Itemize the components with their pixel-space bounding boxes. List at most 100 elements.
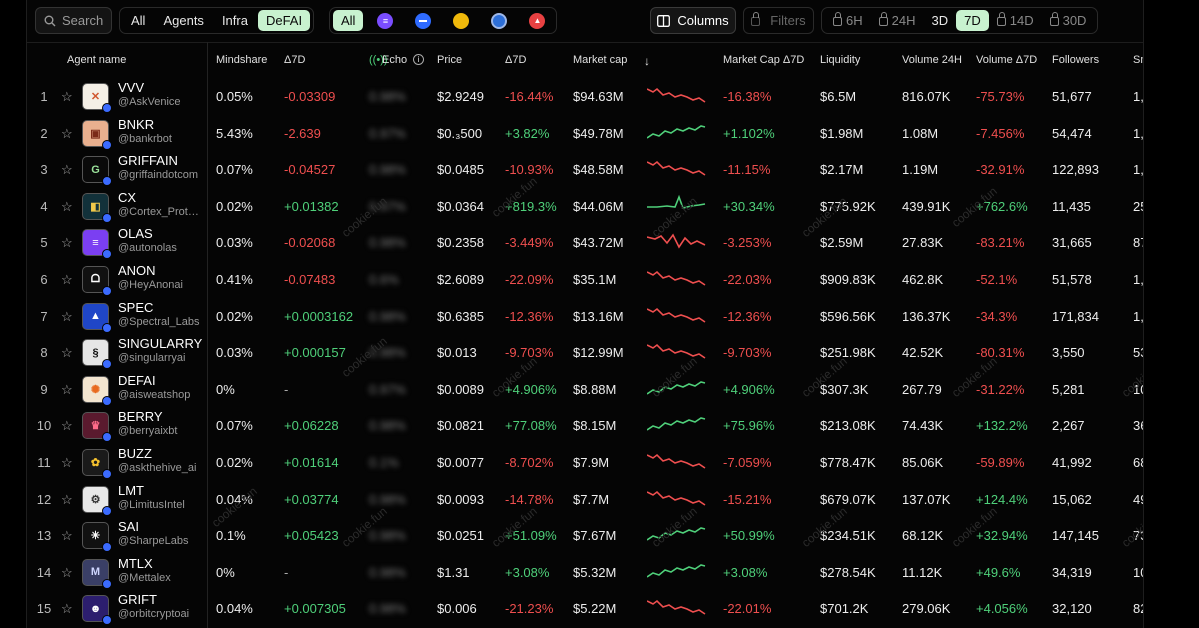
agent-name[interactable]: DEFAI — [118, 372, 156, 388]
timeframe-7d[interactable]: 7D — [956, 10, 989, 31]
table-row[interactable]: 10 ☆ ♛ BERRY @berryaixbt 0.07% +0.06228 … — [27, 407, 1143, 444]
table-row[interactable]: 15 ☆ ☻ GRIFT @orbitcryptoai 0.04% +0.007… — [27, 590, 1143, 627]
table-row[interactable]: 7 ☆ ▲ SPEC @Spectral_Labs 0.02% +0.00031… — [27, 298, 1143, 335]
agent-name[interactable]: SAI — [118, 519, 139, 535]
star-icon[interactable]: ☆ — [61, 418, 73, 434]
table-row[interactable]: 5 ☆ ≡ OLAS @autonolas 0.03% -0.02068 0.9… — [27, 224, 1143, 261]
chain-ethereum-button[interactable]: ≡ — [369, 10, 401, 31]
col-echo[interactable]: Echo — [382, 54, 408, 66]
avatar: ᗝ — [82, 266, 112, 296]
chain-badge-icon — [102, 615, 112, 626]
table-row[interactable]: 1 ☆ ✕ VVV @AskVenice 0.05% -0.03309 0.98… — [27, 78, 1143, 115]
col-agent-name[interactable]: Agent name — [67, 54, 127, 66]
star-icon[interactable]: ☆ — [61, 455, 73, 470]
col-liquidity[interactable]: Liquidity — [820, 54, 861, 66]
avatar: ▲ — [82, 302, 112, 333]
col-mindshare[interactable]: Mindshare — [216, 54, 268, 66]
agent-handle[interactable]: @Spectral_Labs — [118, 315, 200, 328]
star-icon[interactable]: ☆ — [61, 381, 73, 397]
star-icon[interactable]: ☆ — [61, 198, 73, 214]
tab-all[interactable]: All — [131, 13, 146, 28]
agent-handle[interactable]: @autonolas — [118, 242, 177, 255]
agent-handle[interactable]: @Mettalex — [118, 571, 171, 584]
col-volume-delta[interactable]: Volume Δ7D — [976, 54, 1038, 66]
timeframe-30d[interactable]: 30D — [1042, 10, 1095, 31]
col-market-cap[interactable]: Market cap — [573, 54, 628, 66]
agent-handle[interactable]: @aisweatshop — [118, 388, 191, 401]
star-icon[interactable]: ☆ — [61, 162, 73, 178]
star-icon[interactable]: ☆ — [61, 491, 73, 507]
chain-avalanche-button[interactable]: ▲ — [521, 10, 553, 31]
table-row[interactable]: 12 ☆ ⚙ LMT @LimitusIntel 0.04% +0.03774 … — [27, 481, 1143, 518]
agent-handle[interactable]: @Cortex_Protocol — [118, 205, 202, 218]
agent-handle[interactable]: @griffaindotcom — [118, 169, 199, 182]
agent-handle[interactable]: @askthehive_ai — [118, 462, 197, 474]
tab-infra[interactable]: Infra — [221, 13, 248, 28]
agent-name[interactable]: GRIFT — [118, 592, 157, 608]
mindshare-delta: +0.01382 — [284, 198, 339, 214]
star-icon[interactable]: ☆ — [61, 564, 73, 580]
star-icon[interactable]: ☆ — [61, 235, 73, 251]
agent-name[interactable]: SPEC — [118, 299, 154, 315]
agent-name[interactable]: MTLX — [118, 555, 153, 571]
col-price[interactable]: Price — [437, 54, 463, 66]
agent-name[interactable]: BNKR — [118, 116, 155, 132]
sort-desc-icon[interactable]: ↓ — [644, 54, 650, 68]
agent-name[interactable]: OLAS — [118, 226, 153, 242]
market-cap-sparkline — [647, 344, 706, 359]
col-mindshare-delta[interactable]: Δ7D — [284, 54, 306, 66]
chain-bnb-button[interactable] — [445, 10, 477, 31]
agent-name[interactable]: ANON — [118, 263, 156, 278]
star-icon[interactable]: ☆ — [61, 89, 73, 104]
table-row[interactable]: 4 ☆ ◧ CX @Cortex_Protocol 0.02% +0.01382… — [27, 188, 1143, 225]
agent-handle[interactable]: @LimitusIntel — [118, 498, 185, 511]
chain-all-button[interactable]: All — [333, 10, 364, 31]
timeframe-14d[interactable]: 14D — [989, 10, 1042, 31]
chain-arbitrum-button[interactable] — [483, 10, 515, 31]
agent-handle[interactable]: @AskVenice — [118, 96, 181, 108]
agent-handle[interactable]: @berryaixbt — [118, 425, 178, 438]
agent-name[interactable]: CX — [118, 189, 137, 205]
agent-name[interactable]: BUZZ — [118, 446, 152, 461]
star-icon[interactable]: ☆ — [61, 601, 73, 617]
agent-handle[interactable]: @SharpeLabs — [118, 535, 189, 548]
agent-name[interactable]: LMT — [118, 482, 144, 498]
star-icon[interactable]: ☆ — [61, 125, 73, 141]
tab-defai[interactable]: DeFAI — [257, 10, 311, 31]
agent-handle[interactable]: @HeyAnonai — [118, 279, 183, 291]
agent-handle[interactable]: @singularryai — [118, 352, 186, 365]
col-market-cap-delta[interactable]: Market Cap Δ7D — [723, 54, 805, 66]
star-icon[interactable]: ☆ — [61, 345, 73, 361]
filters-button[interactable]: Filters — [743, 7, 814, 34]
agent-name[interactable]: BERRY — [118, 409, 163, 425]
star-icon[interactable]: ☆ — [61, 528, 73, 544]
agent-handle[interactable]: @orbitcryptoai — [118, 608, 190, 621]
star-icon[interactable]: ☆ — [61, 272, 73, 287]
timeframe-24h[interactable]: 24H — [871, 10, 924, 31]
col-smart-followers[interactable]: Sm — [1133, 54, 1143, 66]
agent-name[interactable]: GRIFFAIN — [118, 153, 178, 169]
search-input[interactable]: Search — [35, 7, 112, 34]
timeframe-6h[interactable]: 6H — [825, 10, 871, 31]
chain-base-button[interactable] — [407, 10, 439, 31]
table-row[interactable]: 6 ☆ ᗝ ANON @HeyAnonai 0.41% -0.07483 0.6… — [27, 261, 1143, 298]
col-followers[interactable]: Followers — [1052, 54, 1100, 66]
table-row[interactable]: 2 ☆ ▣ BNKR @bankrbot 5.43% -2.639 0.97% … — [27, 115, 1143, 152]
col-volume-24h[interactable]: Volume 24H — [902, 54, 962, 66]
table-row[interactable]: 11 ☆ ✿ BUZZ @askthehive_ai 0.02% +0.0161… — [27, 444, 1143, 481]
info-icon[interactable]: i — [413, 54, 424, 65]
agent-handle[interactable]: @bankrbot — [118, 132, 172, 145]
table-row[interactable]: 3 ☆ G GRIFFAIN @griffaindotcom 0.07% -0.… — [27, 151, 1143, 188]
table-row[interactable]: 9 ☆ ✺ DEFAI @aisweatshop 0% - 0.97% $0.0… — [27, 371, 1143, 408]
col-price-delta[interactable]: Δ7D — [505, 54, 527, 66]
columns-button[interactable]: Columns — [650, 7, 736, 34]
volume-delta: +124.4% — [976, 491, 1028, 507]
agent-name[interactable]: VVV — [118, 80, 145, 95]
table-row[interactable]: 14 ☆ M MTLX @Mettalex 0% - 0.98% $1.31 +… — [27, 554, 1143, 591]
table-row[interactable]: 13 ☆ ✳ SAI @SharpeLabs 0.1% +0.05423 0.9… — [27, 517, 1143, 554]
timeframe-3d[interactable]: 3D — [923, 10, 956, 31]
table-row[interactable]: 8 ☆ § SINGULARRY @singularryai 0.03% +0.… — [27, 334, 1143, 371]
tab-agents[interactable]: Agents — [163, 13, 204, 28]
agent-name[interactable]: SINGULARRY — [118, 336, 203, 352]
star-icon[interactable]: ☆ — [61, 308, 73, 324]
